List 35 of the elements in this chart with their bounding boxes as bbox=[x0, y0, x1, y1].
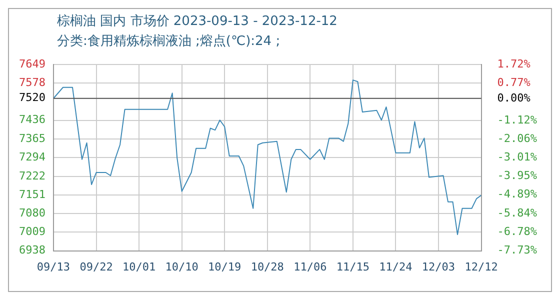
x-tick-label: 12/12 bbox=[464, 260, 498, 274]
chart-title: 棕榈油 国内 市场价 2023-09-13 - 2023-12-12 bbox=[57, 13, 338, 30]
y-tick-label: 7436 bbox=[18, 113, 46, 126]
y2-tick-label: -6.78% bbox=[497, 224, 538, 238]
x-tick-label: 11/06 bbox=[294, 260, 327, 274]
x-tick-label: 10/01 bbox=[122, 260, 156, 274]
chart-subtitle: 分类:食用精炼棕榈液油 ;熔点(℃):24 ; bbox=[57, 33, 282, 50]
y2-tick-label: -7.73% bbox=[497, 244, 538, 257]
y2-tick-label: 0.00% bbox=[497, 91, 531, 104]
y2-tick-label: -4.89% bbox=[497, 188, 538, 201]
y2-tick-label: -3.01% bbox=[497, 150, 538, 164]
x-tick-label: 09/13 bbox=[36, 260, 70, 274]
x-tick-label: 10/10 bbox=[165, 260, 198, 274]
y-tick-label: 7151 bbox=[18, 188, 46, 201]
y-tick-label: 7222 bbox=[18, 169, 46, 182]
y2-tick-label: 1.72% bbox=[497, 57, 531, 70]
x-tick-label: 09/22 bbox=[80, 260, 113, 274]
x-tick-label: 11/24 bbox=[379, 260, 413, 274]
x-tick-label: 10/28 bbox=[250, 260, 284, 274]
x-tick-label: 12/03 bbox=[422, 260, 456, 274]
y2-tick-label: -3.95% bbox=[497, 169, 538, 182]
x-tick-label: 10/19 bbox=[208, 260, 242, 274]
y2-tick-label: 0.77% bbox=[497, 76, 531, 90]
y2-tick-label: -5.84% bbox=[497, 206, 538, 220]
y-tick-label: 7009 bbox=[18, 225, 46, 238]
y2-tick-label: -2.06% bbox=[497, 132, 538, 145]
y-tick-label: 6938 bbox=[18, 244, 46, 257]
y-tick-label: 7294 bbox=[18, 150, 46, 164]
y2-tick-label: -1.12% bbox=[497, 113, 538, 126]
y-tick-label: 7649 bbox=[18, 57, 46, 70]
y-tick-label: 7520 bbox=[18, 91, 46, 104]
x-tick-label: 11/15 bbox=[336, 260, 370, 274]
y-tick-label: 7365 bbox=[18, 132, 46, 145]
y-tick-label: 7080 bbox=[18, 206, 46, 220]
y-tick-label: 7578 bbox=[18, 76, 46, 90]
